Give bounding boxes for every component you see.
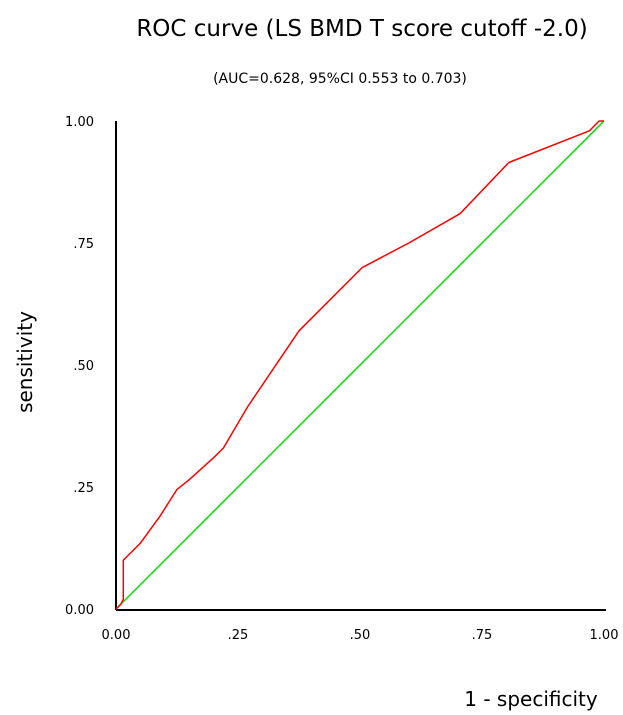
chart-subtitle: (AUC=0.628, 95%CI 0.553 to 0.703): [213, 71, 467, 87]
plot-area: 0.00 .25 .50 .75 1.00 0.00 .25 .50 .75 1.00: [65, 115, 618, 643]
x-tick-label: 0.00: [102, 628, 131, 643]
y-tick-label: .50: [73, 359, 94, 374]
y-tick-label: .25: [73, 481, 94, 496]
x-tick-label: 1.00: [590, 628, 619, 643]
roc-curve-line: [115, 120, 604, 610]
x-axis-label: 1 - specificity: [464, 687, 598, 711]
y-tick-label: .75: [73, 237, 94, 252]
x-tick-label: .75: [472, 628, 493, 643]
x-tick-label: .25: [228, 628, 249, 643]
reference-diagonal-line: [115, 120, 605, 610]
y-tick-label: 1.00: [65, 115, 94, 130]
y-tick-label: 0.00: [65, 603, 94, 618]
chart-title: ROC curve (LS BMD T score cutoff -2.0): [136, 16, 587, 42]
y-axis-label: sensitivity: [13, 311, 37, 413]
x-tick-label: .50: [350, 628, 371, 643]
